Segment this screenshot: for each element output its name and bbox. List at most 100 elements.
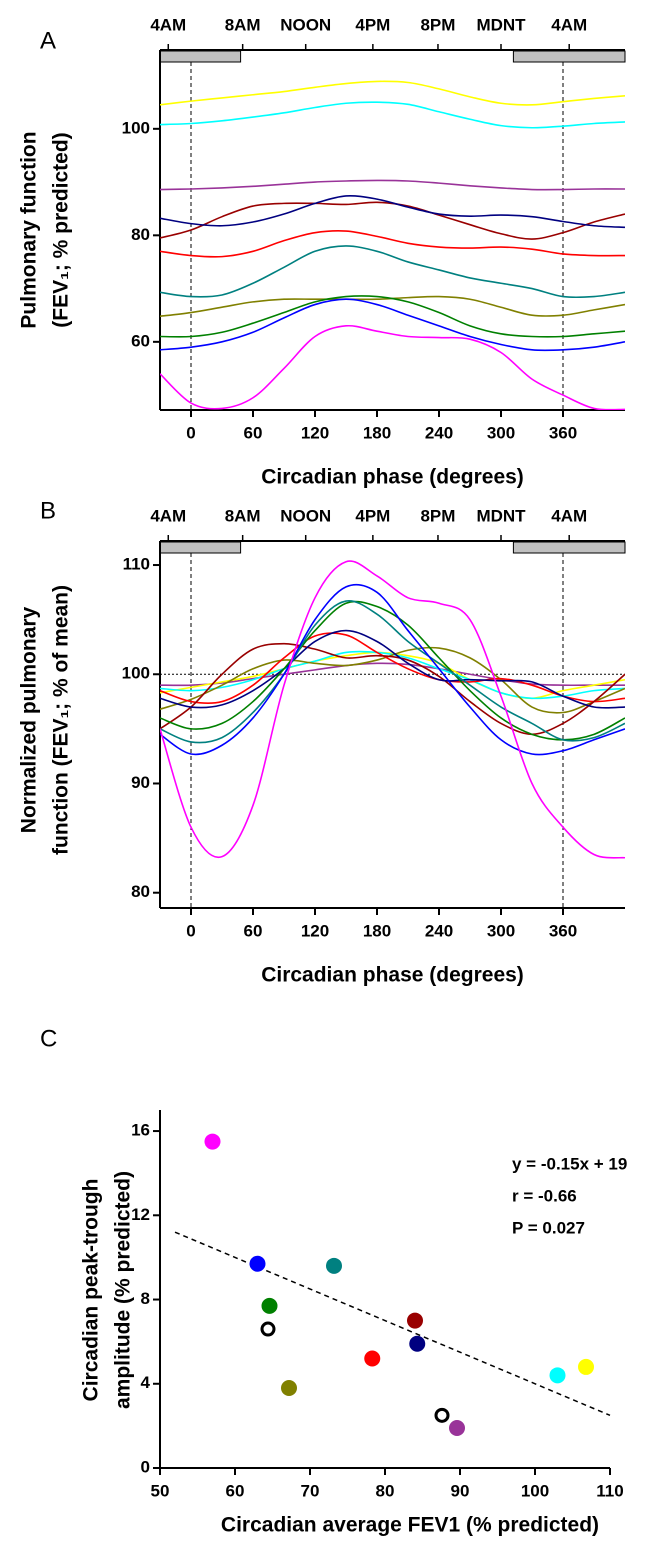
data-point xyxy=(434,1407,450,1423)
top-tick-label: 4PM xyxy=(355,506,390,525)
top-tick-label: 4AM xyxy=(150,15,186,34)
series-line xyxy=(160,629,625,709)
y-tick-label: 90 xyxy=(131,773,150,792)
annotation: P = 0.027 xyxy=(512,1218,585,1237)
y-tick-label: 80 xyxy=(131,225,150,244)
plot-lines xyxy=(160,80,625,410)
series-line xyxy=(160,324,625,410)
x-tick-label: 360 xyxy=(549,423,577,442)
series-line xyxy=(160,651,625,700)
y-tick-label: 16 xyxy=(131,1121,150,1140)
top-tick-label: MDNT xyxy=(476,15,526,34)
y-tick-label: 60 xyxy=(131,331,150,350)
x-tick-label: 360 xyxy=(549,921,577,940)
data-point xyxy=(578,1358,594,1375)
data-point xyxy=(260,1321,276,1337)
y-axis-title: function (FEV₁; % of mean) xyxy=(50,585,73,855)
annotation: y = -0.15x + 19 xyxy=(512,1154,627,1173)
series-line xyxy=(160,600,625,744)
data-point xyxy=(261,1297,278,1314)
top-tick-label: 4AM xyxy=(551,15,587,34)
x-tick-label: 60 xyxy=(244,423,263,442)
x-tick-label: 120 xyxy=(301,921,329,940)
data-point xyxy=(449,1419,465,1436)
series-line xyxy=(160,583,625,756)
series-line xyxy=(160,179,625,191)
series-line xyxy=(160,646,625,714)
x-tick-label: 70 xyxy=(301,1481,320,1500)
sleep-band xyxy=(159,541,242,554)
y-tick-label: 100 xyxy=(122,118,150,137)
x-tick-label: 0 xyxy=(186,921,195,940)
top-tick-label: 8AM xyxy=(225,506,261,525)
data-point xyxy=(364,1350,381,1367)
sleep-band xyxy=(512,541,626,554)
data-point xyxy=(549,1367,566,1384)
top-tick-label: MDNT xyxy=(476,506,526,525)
x-tick-label: 60 xyxy=(244,921,263,940)
series-line xyxy=(160,662,625,687)
series-line xyxy=(160,298,625,352)
data-point xyxy=(326,1257,342,1274)
plot-lines xyxy=(160,560,625,859)
sleep-band xyxy=(512,50,626,63)
series-line xyxy=(160,230,625,258)
y-tick-label: 8 xyxy=(141,1289,150,1308)
x-axis-title: Circadian phase (degrees) xyxy=(261,466,524,489)
sleep-band xyxy=(159,50,242,63)
annotation: r = -0.66 xyxy=(512,1186,577,1205)
x-tick-label: 240 xyxy=(425,921,453,940)
series-line xyxy=(160,101,625,129)
series-line xyxy=(160,642,625,736)
x-tick-label: 120 xyxy=(301,423,329,442)
series-line xyxy=(160,650,625,700)
y-axis-title: (FEV₁; % predicted) xyxy=(50,132,73,327)
y-axis-title: Normalized pulmonary xyxy=(18,606,41,833)
top-tick-label: 8AM xyxy=(225,15,261,34)
series-line xyxy=(160,245,625,299)
series-line xyxy=(160,560,625,859)
x-tick-label: 110 xyxy=(596,1481,623,1500)
panel-label: C xyxy=(40,1025,57,1052)
top-tick-label: 8PM xyxy=(420,506,455,525)
x-tick-label: 300 xyxy=(487,921,515,940)
y-tick-label: 110 xyxy=(123,555,150,574)
series-line xyxy=(160,295,625,318)
series-line xyxy=(160,194,625,229)
x-tick-label: 80 xyxy=(376,1481,395,1500)
x-tick-label: 180 xyxy=(363,921,391,940)
top-tick-label: 4PM xyxy=(355,15,390,34)
fit-line xyxy=(174,1231,611,1417)
x-tick-label: 180 xyxy=(363,423,391,442)
y-axis-title: amplitude (% predicted) xyxy=(112,1171,135,1409)
y-tick-label: 12 xyxy=(131,1205,150,1224)
y-tick-label: 80 xyxy=(131,882,150,901)
data-point xyxy=(204,1133,221,1150)
data-point xyxy=(409,1335,426,1352)
y-axis-title: Circadian peak-trough xyxy=(80,1179,103,1402)
y-tick-label: 100 xyxy=(122,664,150,683)
series-line xyxy=(160,632,625,705)
data-point xyxy=(249,1255,266,1272)
panel-label: A xyxy=(40,27,56,54)
x-axis-title: Circadian average FEV1 (% predicted) xyxy=(221,1514,599,1537)
x-tick-label: 0 xyxy=(186,423,195,442)
top-tick-label: NOON xyxy=(280,506,331,525)
y-tick-label: 4 xyxy=(141,1373,151,1392)
top-tick-label: 4AM xyxy=(551,506,587,525)
data-point xyxy=(407,1312,423,1329)
y-tick-label: 0 xyxy=(141,1457,150,1476)
x-tick-label: 50 xyxy=(151,1481,170,1500)
y-axis-title: Pulmonary function xyxy=(18,131,41,328)
x-tick-label: 240 xyxy=(425,423,453,442)
top-tick-label: 4AM xyxy=(150,506,186,525)
x-axis-title: Circadian phase (degrees) xyxy=(261,964,524,987)
top-tick-label: 8PM xyxy=(420,15,455,34)
series-line xyxy=(160,80,625,106)
series-line xyxy=(160,295,625,338)
top-tick-label: NOON xyxy=(280,15,331,34)
x-tick-label: 90 xyxy=(451,1481,470,1500)
x-tick-label: 60 xyxy=(226,1481,245,1500)
x-tick-label: 100 xyxy=(521,1481,549,1500)
